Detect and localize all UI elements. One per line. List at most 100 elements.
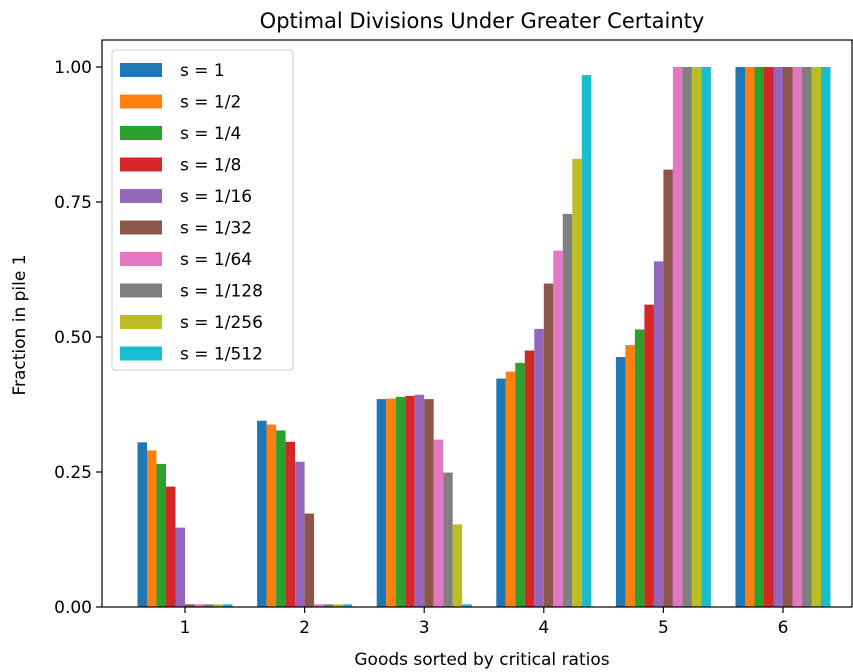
legend-swatch	[120, 157, 162, 172]
bar-series-7-cat-2	[314, 604, 324, 607]
y-axis-label: Fraction in pile 1	[10, 254, 30, 395]
y-tick-label: 1.00	[54, 58, 92, 78]
bar-series-10-cat-2	[342, 604, 353, 607]
bar-series-7-cat-1	[194, 604, 204, 607]
bar-series-8-cat-6	[802, 67, 812, 607]
x-tick-label: 2	[299, 618, 310, 638]
bar-series-10-cat-3	[462, 604, 472, 607]
x-axis: 1 2 3 4 5 6	[180, 607, 789, 638]
legend-entry-label: s = 1/4	[180, 124, 241, 144]
bar-series-10-cat-4	[581, 75, 592, 608]
bar-series-1-cat-4	[496, 378, 506, 607]
bar-series-1-cat-2	[257, 420, 267, 607]
bar-series-5-cat-2	[295, 461, 305, 607]
y-tick-label: 0.25	[54, 463, 92, 483]
chart-title: Optimal Divisions Under Greater Certaint…	[260, 9, 705, 33]
bar-series-3-cat-2	[276, 430, 286, 607]
bar-series-6-cat-1	[185, 604, 195, 607]
bar-series-8-cat-5	[682, 67, 692, 607]
y-tick-label: 0.75	[54, 193, 92, 213]
bar-series-3-cat-3	[395, 396, 406, 607]
bar-series-9-cat-5	[691, 67, 702, 607]
bar-series-5-cat-5	[653, 261, 664, 607]
bar-series-4-cat-4	[524, 350, 535, 607]
legend-swatch	[120, 252, 162, 266]
bar-series-2-cat-6	[745, 67, 755, 607]
bar-series-2-cat-4	[505, 371, 516, 607]
legend-entry-label: s = 1/512	[180, 345, 263, 365]
legend-entry-label: s = 1/256	[180, 313, 263, 333]
bar-series-1-cat-5	[615, 356, 626, 607]
legend-swatch	[120, 283, 162, 298]
bar-series-9-cat-6	[811, 67, 821, 607]
bar-series-7-cat-6	[792, 67, 802, 607]
bar-series-7-cat-4	[553, 250, 563, 607]
bar-series-7-cat-5	[672, 67, 683, 607]
bar-series-3-cat-4	[515, 362, 525, 607]
legend-entry-label: s = 1/2	[180, 93, 241, 113]
bar-series-4-cat-2	[285, 441, 296, 607]
plot-frame	[101, 39, 853, 608]
legend-swatch	[120, 126, 162, 140]
bar-series-8-cat-2	[323, 604, 334, 607]
bar-series-3-cat-6	[754, 67, 764, 607]
bar-series-2-cat-5	[625, 345, 635, 607]
bar-series-10-cat-1	[223, 604, 233, 607]
legend: s = 1 s = 1/2 s = 1/4 s = 1/8 s = 1/16 s = 1/…	[111, 49, 294, 371]
bar-series-2-cat-3	[386, 398, 396, 607]
x-axis-label: Goods sorted by critical ratios	[354, 650, 609, 670]
bar-series-9-cat-4	[572, 158, 582, 608]
bar-series-3-cat-5	[634, 329, 645, 607]
bar-series-8-cat-4	[562, 213, 573, 607]
bar-series-1-cat-1	[137, 442, 147, 607]
bar-series-5-cat-6	[773, 67, 783, 607]
bar-series-7-cat-3	[433, 439, 444, 607]
bar-series-8-cat-1	[204, 604, 214, 607]
bar-series-4-cat-5	[644, 304, 654, 607]
bar-series-4-cat-1	[166, 486, 176, 607]
x-tick-label: 1	[180, 618, 191, 638]
bar-series-6-cat-2	[304, 513, 315, 607]
bar-series-6-cat-6	[783, 67, 793, 607]
bar-series-3-cat-1	[156, 463, 166, 607]
legend-entry-label: s = 1	[180, 61, 225, 81]
bar-series-5-cat-4	[534, 328, 544, 607]
legend-swatch	[120, 94, 162, 109]
bar-series-6-cat-5	[663, 169, 673, 607]
bar-series-4-cat-6	[764, 67, 774, 607]
bar-series-9-cat-3	[452, 524, 463, 607]
legend-entry-label: s = 1/16	[180, 187, 252, 207]
legend-swatch	[120, 346, 162, 361]
bar-series-5-cat-3	[414, 394, 425, 607]
y-tick-label: 0.50	[54, 328, 92, 348]
legend-entry-label: s = 1/32	[180, 219, 252, 239]
bar-series-8-cat-3	[443, 472, 453, 607]
legend-entry-label: s = 1/64	[180, 250, 252, 270]
y-axis: 0.00 0.25 0.50 0.75 1.00	[54, 58, 102, 618]
x-tick-label: 5	[658, 618, 669, 638]
bar-series-10-cat-6	[821, 67, 831, 607]
bar-series-9-cat-1	[213, 604, 223, 607]
legend-swatch	[120, 315, 162, 329]
x-tick-label: 3	[419, 618, 430, 638]
legend-entry-label: s = 1/8	[180, 156, 241, 176]
y-tick-label: 0.00	[54, 598, 92, 618]
bar-series-4-cat-3	[405, 395, 415, 607]
legend-swatch	[120, 189, 162, 203]
bar-series-5-cat-1	[175, 527, 185, 607]
bar-series-2-cat-1	[147, 450, 157, 607]
legend-swatch	[120, 220, 162, 235]
bar-series-2-cat-2	[266, 424, 277, 607]
legend-swatch	[120, 63, 162, 77]
x-tick-label: 6	[778, 618, 789, 638]
bar-series-6-cat-4	[543, 283, 554, 607]
legend-entry-label: s = 1/128	[180, 282, 263, 302]
bar-series-10-cat-5	[701, 67, 711, 607]
bar-series-1-cat-3	[376, 399, 387, 607]
bar-series-9-cat-2	[333, 604, 343, 607]
x-tick-label: 4	[538, 618, 549, 638]
bars-group	[137, 67, 831, 608]
bar-series-6-cat-3	[424, 399, 434, 607]
bar-series-1-cat-6	[735, 67, 745, 607]
